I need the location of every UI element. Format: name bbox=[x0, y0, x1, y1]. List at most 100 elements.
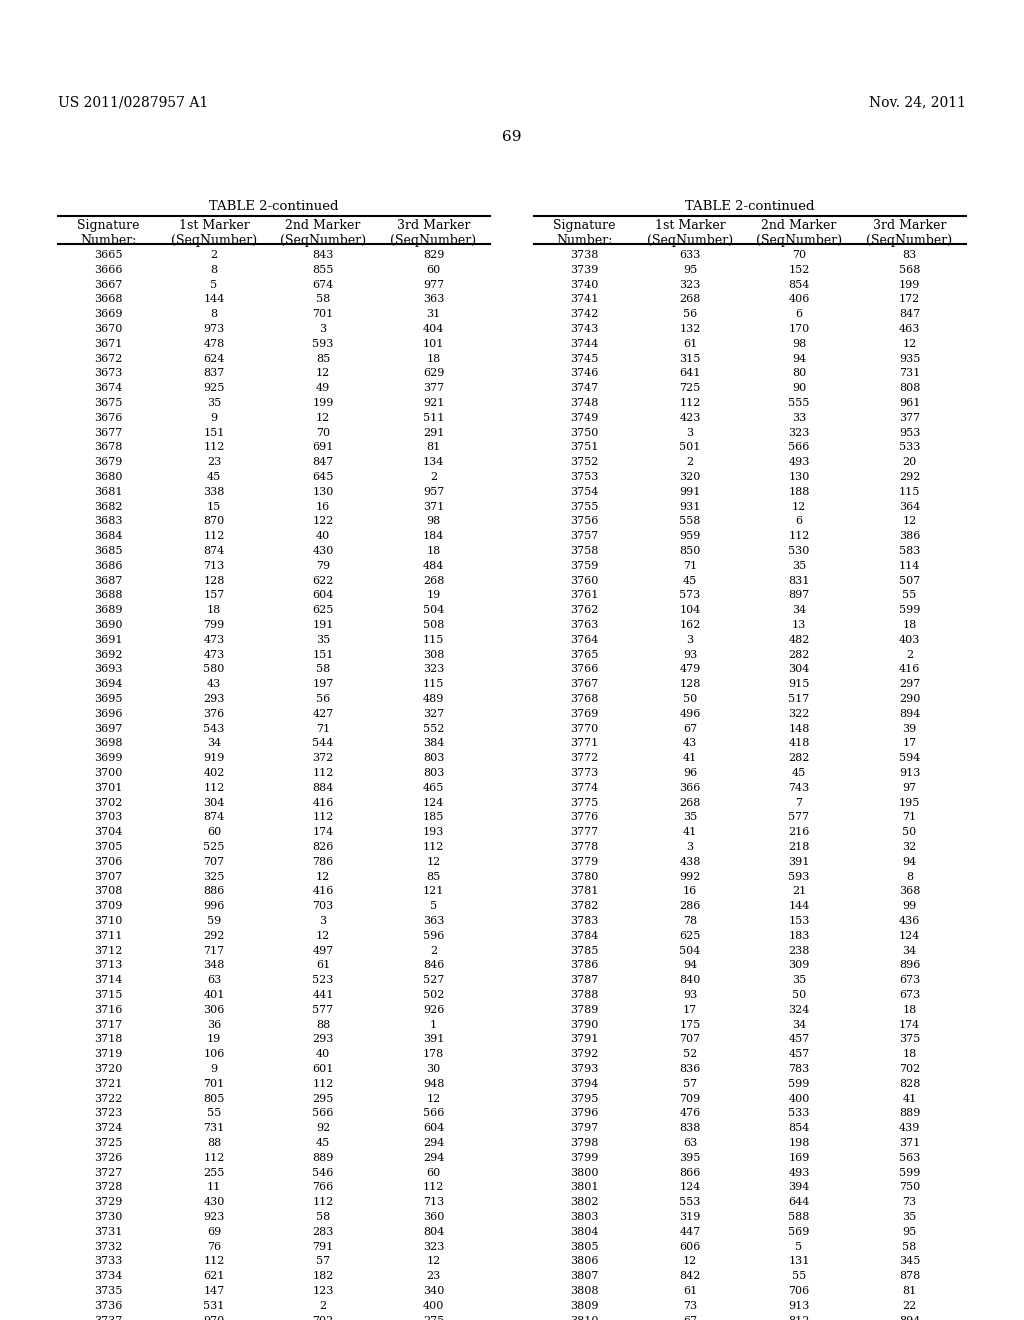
Text: 889: 889 bbox=[899, 1109, 921, 1118]
Text: Signature
Number:: Signature Number: bbox=[77, 219, 139, 247]
Text: 73: 73 bbox=[902, 1197, 916, 1208]
Text: 35: 35 bbox=[683, 812, 697, 822]
Text: 124: 124 bbox=[679, 1183, 700, 1192]
Text: 493: 493 bbox=[788, 1168, 810, 1177]
Text: 404: 404 bbox=[423, 323, 444, 334]
Text: 43: 43 bbox=[207, 680, 221, 689]
Text: 599: 599 bbox=[788, 1078, 810, 1089]
Text: 525: 525 bbox=[204, 842, 224, 851]
Text: 553: 553 bbox=[679, 1197, 700, 1208]
Text: 828: 828 bbox=[899, 1078, 921, 1089]
Text: 19: 19 bbox=[426, 590, 440, 601]
Text: 319: 319 bbox=[679, 1212, 700, 1222]
Text: 3673: 3673 bbox=[94, 368, 123, 379]
Text: 3723: 3723 bbox=[94, 1109, 123, 1118]
Text: 493: 493 bbox=[788, 457, 810, 467]
Text: 3786: 3786 bbox=[570, 961, 599, 970]
Text: 3774: 3774 bbox=[570, 783, 599, 793]
Text: 93: 93 bbox=[683, 990, 697, 1001]
Text: 3690: 3690 bbox=[94, 620, 123, 630]
Text: 12: 12 bbox=[792, 502, 806, 512]
Text: 829: 829 bbox=[423, 249, 444, 260]
Text: 22: 22 bbox=[902, 1300, 916, 1311]
Text: 308: 308 bbox=[423, 649, 444, 660]
Text: 115: 115 bbox=[899, 487, 921, 496]
Text: 996: 996 bbox=[204, 902, 224, 911]
Text: 50: 50 bbox=[792, 990, 806, 1001]
Text: 98: 98 bbox=[426, 516, 440, 527]
Text: 691: 691 bbox=[312, 442, 334, 453]
Text: 3797: 3797 bbox=[570, 1123, 599, 1133]
Text: 97: 97 bbox=[902, 783, 916, 793]
Text: 12: 12 bbox=[902, 516, 916, 527]
Text: 363: 363 bbox=[423, 916, 444, 927]
Text: 69: 69 bbox=[502, 129, 522, 144]
Text: 371: 371 bbox=[423, 502, 444, 512]
Text: 73: 73 bbox=[683, 1300, 697, 1311]
Text: 304: 304 bbox=[788, 664, 810, 675]
Text: 35: 35 bbox=[792, 561, 806, 570]
Text: 3712: 3712 bbox=[94, 945, 123, 956]
Text: 3763: 3763 bbox=[570, 620, 599, 630]
Text: 184: 184 bbox=[423, 531, 444, 541]
Text: 3724: 3724 bbox=[94, 1123, 123, 1133]
Text: 112: 112 bbox=[312, 1197, 334, 1208]
Text: 144: 144 bbox=[788, 902, 810, 911]
Text: 992: 992 bbox=[679, 871, 700, 882]
Text: 15: 15 bbox=[207, 502, 221, 512]
Text: 948: 948 bbox=[423, 1078, 444, 1089]
Text: 151: 151 bbox=[312, 649, 334, 660]
Text: 275: 275 bbox=[423, 1316, 444, 1320]
Text: 366: 366 bbox=[679, 783, 700, 793]
Text: 327: 327 bbox=[423, 709, 444, 719]
Text: 953: 953 bbox=[899, 428, 921, 438]
Text: 465: 465 bbox=[423, 783, 444, 793]
Text: 588: 588 bbox=[788, 1212, 810, 1222]
Text: 3748: 3748 bbox=[570, 399, 599, 408]
Text: 12: 12 bbox=[315, 368, 330, 379]
Text: 3781: 3781 bbox=[570, 887, 599, 896]
Text: 61: 61 bbox=[315, 961, 330, 970]
Text: 36: 36 bbox=[207, 1019, 221, 1030]
Text: TABLE 2-continued: TABLE 2-continued bbox=[685, 201, 815, 213]
Text: 112: 112 bbox=[312, 812, 334, 822]
Text: 112: 112 bbox=[204, 442, 224, 453]
Text: 3721: 3721 bbox=[94, 1078, 123, 1089]
Text: 703: 703 bbox=[312, 902, 334, 911]
Text: 463: 463 bbox=[899, 323, 921, 334]
Text: 3766: 3766 bbox=[570, 664, 599, 675]
Text: 803: 803 bbox=[423, 768, 444, 777]
Text: 874: 874 bbox=[204, 812, 224, 822]
Text: 430: 430 bbox=[312, 546, 334, 556]
Text: 157: 157 bbox=[204, 590, 224, 601]
Text: 23: 23 bbox=[207, 457, 221, 467]
Text: 546: 546 bbox=[312, 1168, 334, 1177]
Text: 622: 622 bbox=[312, 576, 334, 586]
Text: 364: 364 bbox=[899, 502, 921, 512]
Text: 673: 673 bbox=[899, 975, 921, 985]
Text: 292: 292 bbox=[899, 473, 921, 482]
Text: 3736: 3736 bbox=[94, 1300, 123, 1311]
Text: 504: 504 bbox=[423, 605, 444, 615]
Text: 3670: 3670 bbox=[94, 323, 123, 334]
Text: 563: 563 bbox=[899, 1152, 921, 1163]
Text: 294: 294 bbox=[423, 1152, 444, 1163]
Text: 3770: 3770 bbox=[570, 723, 599, 734]
Text: 324: 324 bbox=[788, 1005, 810, 1015]
Text: 3760: 3760 bbox=[570, 576, 599, 586]
Text: 438: 438 bbox=[679, 857, 700, 867]
Text: 85: 85 bbox=[315, 354, 330, 363]
Text: 52: 52 bbox=[683, 1049, 697, 1059]
Text: 174: 174 bbox=[899, 1019, 921, 1030]
Text: 923: 923 bbox=[204, 1212, 224, 1222]
Text: 3803: 3803 bbox=[570, 1212, 599, 1222]
Text: 484: 484 bbox=[423, 561, 444, 570]
Text: 2nd Marker
(SeqNumber): 2nd Marker (SeqNumber) bbox=[280, 219, 366, 247]
Text: 3808: 3808 bbox=[570, 1286, 599, 1296]
Text: 12: 12 bbox=[902, 339, 916, 348]
Text: 3666: 3666 bbox=[94, 265, 123, 275]
Text: 309: 309 bbox=[788, 961, 810, 970]
Text: 430: 430 bbox=[204, 1197, 224, 1208]
Text: 457: 457 bbox=[788, 1035, 810, 1044]
Text: 3740: 3740 bbox=[570, 280, 599, 289]
